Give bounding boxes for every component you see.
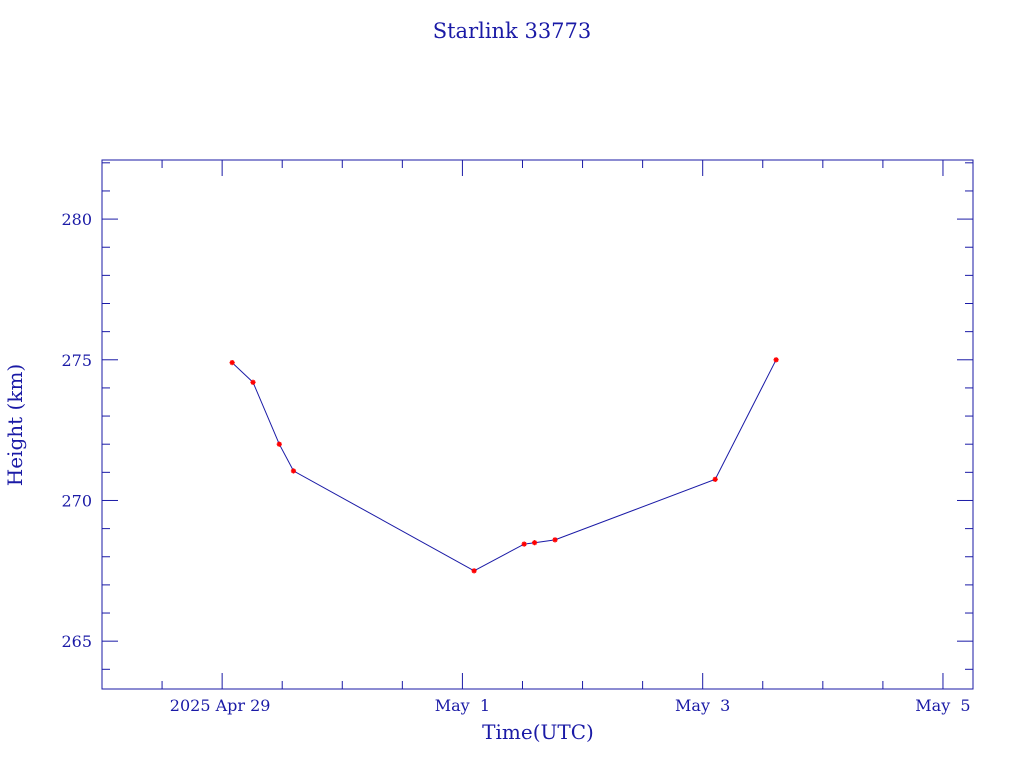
- x-minor-ticks: [101, 160, 884, 689]
- data-point-marker: [773, 357, 779, 363]
- data-point-marker: [250, 379, 256, 385]
- y-axis-label: Height (km): [3, 364, 27, 486]
- x-tick-label: May 1: [435, 696, 490, 715]
- data-point-marker: [552, 537, 558, 543]
- y-tick-label: 280: [61, 210, 92, 229]
- data-point-marker: [290, 468, 297, 474]
- data-point-marker: [521, 541, 527, 547]
- data-point-marker: [471, 568, 477, 574]
- chart-title: Starlink 33773: [433, 19, 592, 43]
- data-point-marker: [531, 540, 538, 546]
- x-tick-label: May 3: [675, 696, 730, 715]
- data-point-marker: [276, 441, 282, 447]
- x-axis-ticks: [221, 160, 944, 689]
- height-series-line: [231, 359, 777, 572]
- x-axis-label: Time(UTC): [482, 720, 594, 744]
- data-point-marker: [229, 359, 235, 366]
- plot-frame: [101, 159, 974, 690]
- y-minor-ticks: [102, 162, 973, 670]
- height-series-markers: [229, 357, 779, 574]
- y-axis-ticks: [102, 218, 973, 642]
- x-tick-label: 2025 Apr 29: [170, 696, 271, 715]
- y-tick-label: 265: [61, 632, 92, 651]
- y-tick-label: 275: [61, 351, 92, 370]
- data-point-marker: [712, 476, 718, 482]
- y-tick-label: 270: [61, 491, 92, 510]
- x-tick-label: May 5: [915, 696, 970, 715]
